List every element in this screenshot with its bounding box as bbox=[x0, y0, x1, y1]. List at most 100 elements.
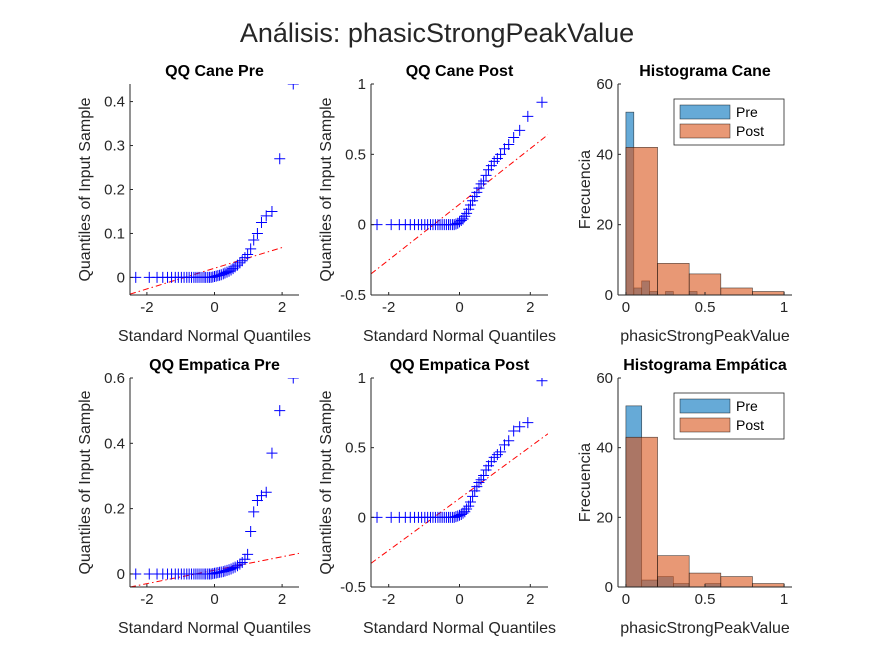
qq-point-45 bbox=[260, 210, 272, 222]
qq-point-38 bbox=[236, 255, 248, 267]
qq-point-46 bbox=[514, 124, 526, 136]
y-tick-label-0: 0 bbox=[605, 579, 613, 596]
x-axis-label: Standard Normal Quantiles bbox=[118, 620, 311, 637]
qq-point-39 bbox=[239, 252, 251, 264]
reference-line bbox=[371, 134, 548, 275]
qq-point-34 bbox=[473, 477, 485, 488]
y-tick-label-1: 20 bbox=[596, 509, 613, 526]
x-tick-label-2: 2 bbox=[526, 591, 534, 608]
x-tick-label-2: 2 bbox=[278, 591, 286, 608]
qq-point-30 bbox=[464, 496, 476, 508]
qq-point-30 bbox=[464, 199, 476, 211]
qq-point-47 bbox=[274, 405, 286, 417]
qq-point-44 bbox=[503, 138, 515, 150]
y-tick-label-3: 0.6 bbox=[104, 370, 125, 387]
qq-point-33 bbox=[471, 186, 483, 198]
qq-point-36 bbox=[478, 470, 490, 482]
x-axis-label: Standard Normal Quantiles bbox=[118, 328, 311, 345]
axes-title: QQ Empatica Pre bbox=[149, 357, 280, 374]
qq-point-44 bbox=[503, 435, 515, 447]
y-tick-label-0: -0.5 bbox=[340, 287, 366, 304]
qq-point-29 bbox=[463, 500, 475, 512]
y-tick-label-1: 0 bbox=[358, 217, 366, 234]
x-tick-label-2: 1 bbox=[780, 591, 788, 608]
plot-area bbox=[130, 378, 299, 587]
y-axis-label: Quantiles of Input Sample bbox=[318, 390, 335, 574]
qq-point-46 bbox=[514, 421, 526, 433]
x-tick-label-0: -2 bbox=[140, 591, 153, 608]
x-tick-label-0: 0 bbox=[622, 299, 630, 316]
legend-swatch-pre bbox=[679, 104, 731, 120]
subplot-qq-empatica-pre: -2 0 2 0 0.2 0.4 0.6 QQ Empatica Pre Standard No… bbox=[77, 357, 311, 637]
subplot-hist-empatica: 0 0.5 1 0 20 40 60 Histograma Empática phasicStr… bbox=[577, 357, 792, 637]
x-tick-label-1: 0.5 bbox=[695, 591, 716, 608]
subplot-qq-cane-pre: -2 0 2 0 0.1 0.2 0.3 0.4 QQ Cane Pre Standard Nor… bbox=[77, 63, 311, 345]
x-tick-label-1: 0 bbox=[455, 591, 463, 608]
qq-point-40 bbox=[242, 249, 254, 261]
legend-label-pre: Pre bbox=[736, 398, 758, 414]
y-tick-label-4: 0.4 bbox=[104, 94, 125, 111]
hist-bar-post-4 bbox=[752, 583, 785, 587]
hist-bar-post-3 bbox=[720, 287, 753, 295]
hist-bar-post-0 bbox=[625, 436, 658, 587]
y-axis-label: Quantiles of Input Sample bbox=[77, 97, 94, 281]
y-axis-label: Quantiles of Input Sample bbox=[77, 390, 94, 574]
qq-point-27 bbox=[459, 506, 471, 518]
y-tick-label-1: 20 bbox=[596, 217, 613, 234]
x-tick-label-1: 0 bbox=[210, 299, 218, 316]
qq-point-48 bbox=[536, 96, 548, 108]
plot-area bbox=[371, 378, 548, 564]
axes-title: QQ Cane Pre bbox=[165, 63, 264, 80]
qq-point-38 bbox=[236, 557, 248, 569]
x-tick-label-0: -2 bbox=[382, 591, 395, 608]
qq-point-33 bbox=[471, 481, 483, 493]
x-tick-label-0: -2 bbox=[382, 299, 395, 316]
x-tick-label-0: 0 bbox=[622, 591, 630, 608]
legend-swatch-pre bbox=[679, 398, 731, 414]
qq-point-43 bbox=[498, 143, 510, 155]
reference-line bbox=[130, 247, 283, 295]
qq-point-45 bbox=[508, 131, 520, 143]
x-tick-label-1: 0 bbox=[455, 299, 463, 316]
qq-point-41 bbox=[245, 525, 257, 537]
qq-point-37 bbox=[480, 464, 492, 476]
subplot-qq-empatica-post: -2 0 2 -0.5 0 0.5 1 QQ Empatica Post Standard No… bbox=[318, 357, 556, 637]
qq-point-36 bbox=[478, 175, 490, 187]
y-tick-label-2: 40 bbox=[596, 146, 613, 163]
plot-area bbox=[130, 84, 299, 295]
qq-point-34 bbox=[227, 562, 239, 574]
axes-title: Histograma Empática bbox=[623, 357, 787, 374]
qq-point-42 bbox=[495, 446, 507, 458]
x-tick-label-1: 0.5 bbox=[695, 299, 716, 316]
qq-point-39 bbox=[485, 456, 497, 468]
axes-title: QQ Cane Post bbox=[406, 63, 514, 80]
legend-swatch-post bbox=[679, 417, 731, 433]
qq-point-32 bbox=[469, 485, 481, 497]
y-tick-label-3: 0.3 bbox=[104, 138, 125, 155]
qq-point-42 bbox=[248, 506, 260, 518]
subplot-qq-cane-post: -2 0 2 -0.5 0 0.5 1 QQ Cane Post Standard Normal… bbox=[318, 63, 556, 345]
qq-point-43 bbox=[498, 439, 510, 451]
subplot-hist-cane: 0 0.5 1 0 20 40 60 Histograma Cane phasicStrongP… bbox=[577, 63, 792, 345]
y-tick-label-2: 0.4 bbox=[104, 435, 125, 452]
hist-bar-post-0 bbox=[625, 147, 658, 295]
legend-swatch-post bbox=[679, 123, 731, 139]
qq-point-41 bbox=[491, 449, 503, 461]
legend-label-post: Post bbox=[736, 123, 764, 139]
qq-point-35 bbox=[229, 561, 241, 573]
y-tick-label-3: 60 bbox=[596, 76, 613, 93]
qq-point-35 bbox=[475, 178, 487, 190]
x-tick-label-0: -2 bbox=[140, 299, 153, 316]
y-axis-label: Quantiles of Input Sample bbox=[318, 97, 335, 281]
qq-point-47 bbox=[274, 153, 286, 165]
qq-point-42 bbox=[495, 148, 507, 160]
x-tick-label-1: 0 bbox=[210, 591, 218, 608]
y-tick-label-2: 0.2 bbox=[104, 182, 125, 199]
y-tick-label-0: -0.5 bbox=[340, 579, 366, 596]
reference-line bbox=[371, 433, 548, 564]
qq-point-29 bbox=[463, 203, 475, 215]
y-tick-label-2: 40 bbox=[596, 440, 613, 457]
y-tick-label-2: 0.5 bbox=[345, 146, 366, 163]
qq-point-28 bbox=[461, 207, 473, 219]
